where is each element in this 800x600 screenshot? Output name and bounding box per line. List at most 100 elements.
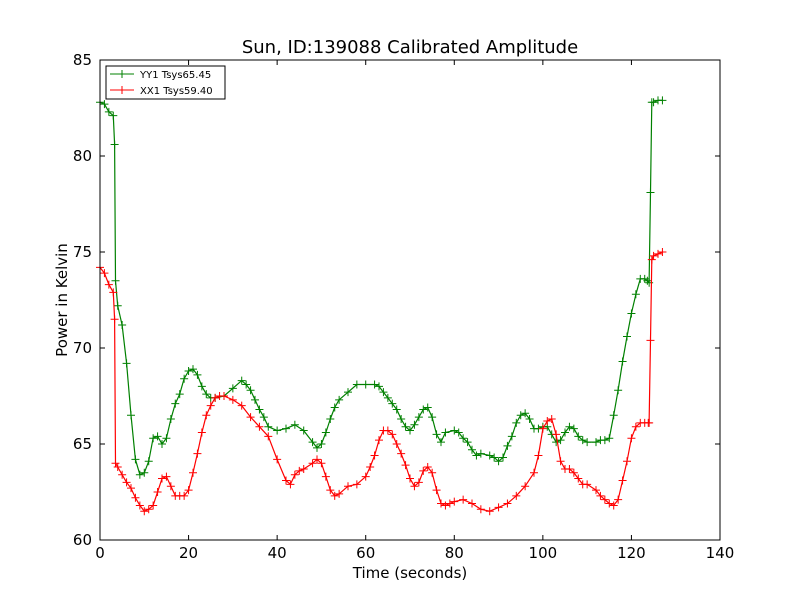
data-point [352,380,361,389]
data-point [552,430,561,439]
data-point [361,380,370,389]
data-point [401,422,410,431]
y-tick-label: 60 [73,531,92,549]
series-yy1 [96,96,667,479]
plot-frame [99,59,721,541]
data-point [255,422,264,431]
data-point [454,428,463,437]
data-point [561,428,569,437]
x-tick-label: 140 [706,544,735,562]
data-point [423,403,432,412]
data-point [565,422,574,431]
data-point [530,468,538,477]
data-point [503,499,512,508]
data-point [158,440,166,448]
data-point [392,405,401,414]
data-point [366,463,375,472]
data-point [592,486,600,495]
data-point [135,501,144,510]
data-point [264,432,273,441]
data-point [565,464,574,473]
data-point [140,468,149,477]
data-point [547,415,556,424]
data-point [206,401,215,410]
data-point [609,501,618,510]
data-point [618,357,627,366]
data-point [313,455,321,464]
data-point [189,365,197,374]
data-point [556,457,565,466]
data-point [202,390,211,399]
data-point [643,276,652,285]
data-point [646,188,655,197]
y-tick-label: 80 [73,147,92,165]
data-point [432,430,441,439]
data-point [419,405,428,414]
data-point [494,457,503,466]
data-point [370,380,379,389]
data-point [166,415,175,424]
data-point [273,455,282,464]
data-point [397,449,406,458]
data-point [313,443,321,452]
data-point [538,424,547,433]
data-point [344,482,352,491]
y-tick-label: 85 [73,51,92,69]
data-point [184,367,193,376]
data-point [406,426,414,435]
data-point [569,468,578,477]
legend-marker [118,70,126,78]
data-point [211,393,220,402]
x-tick-label: 40 [268,544,287,562]
data-point [140,507,149,516]
data-point [153,432,162,441]
data-point [574,432,583,441]
data-point [618,476,627,485]
data-point [600,436,609,445]
chart-title: Sun, ID:139088 Calibrated Amplitude [242,37,578,58]
data-point [574,474,583,483]
data-point [295,466,304,475]
data-point [410,482,419,491]
data-point [158,474,166,483]
data-point [175,390,184,399]
x-axis-title: Time (seconds) [352,564,468,582]
data-point [450,497,459,506]
data-point [180,491,189,500]
x-tick-label: 100 [529,544,558,562]
data-point [127,411,135,420]
legend-label-yy1: YY1 Tsys65.45 [139,70,211,81]
data-point [383,393,392,402]
data-point [428,413,437,422]
data-point [468,445,476,454]
data-point [437,438,445,447]
data-point [330,491,339,500]
data-point [330,403,339,412]
data-point [286,480,295,489]
data-point [512,418,521,427]
data-point [317,459,326,468]
data-point [459,434,468,443]
data-point [375,382,383,391]
data-point [379,388,388,397]
x-tick-label: 20 [179,544,198,562]
data-point [273,426,282,435]
data-point [605,434,614,443]
data-point [109,111,118,120]
data-point [521,482,530,491]
legend-box [105,65,226,100]
data-point [525,415,534,424]
plot-area [100,60,720,540]
data-point [299,426,308,435]
data-point [658,248,667,256]
data-point [627,434,636,443]
data-point [423,463,432,472]
data-point [113,463,122,472]
data-point [645,418,654,427]
data-point [406,474,414,483]
data-point [605,499,614,508]
data-point [352,480,361,489]
data-point [392,440,401,448]
data-point [162,434,171,443]
